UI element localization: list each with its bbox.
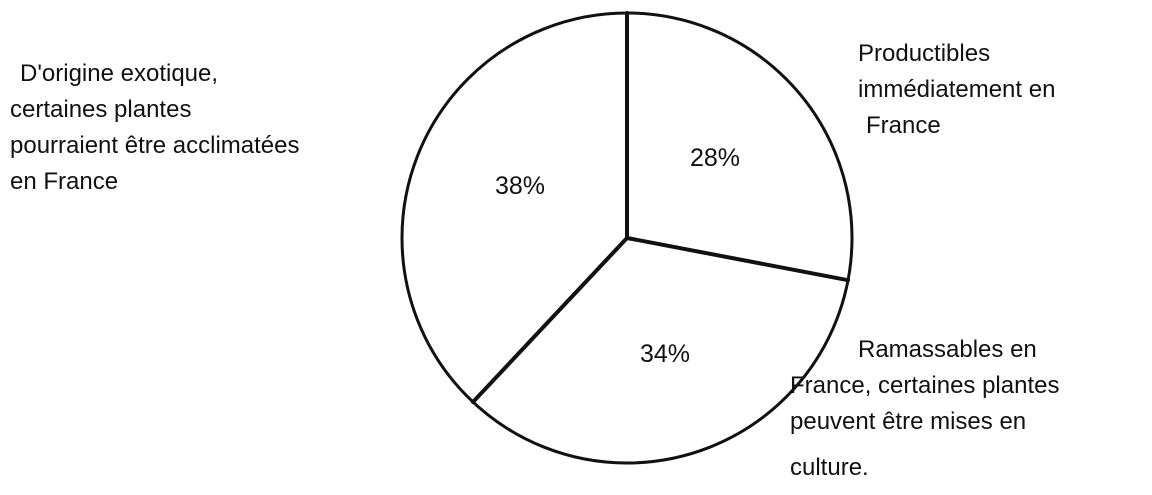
pie-divider-line [470,236,629,405]
category-label-line: D'origine exotique, [20,60,219,87]
slice-value-label-ramassables: 34% [640,340,690,368]
category-label-line: France [866,112,941,139]
pie-slices [402,13,852,463]
pie-divider-line [625,236,851,283]
category-label-ramassables: Ramassables en France, certaines plantes… [790,332,1059,486]
slice-value-label-productibles: 28% [690,144,740,172]
pie-dividers [470,11,851,405]
slice-value-label-exotique: 38% [495,172,545,200]
category-label-line: Ramassables en [858,336,1037,363]
category-label-line: en France [10,168,119,195]
pie-slice-ramassables [472,238,849,463]
category-label-exotique: D'origine exotique, certaines plantes po… [10,56,299,200]
category-label-line: culture. [790,454,869,481]
category-label-productibles: Productibles immédiatement en France [858,36,1055,144]
category-label-line: pourraient être acclimatées [10,132,300,159]
category-label-line: certaines plantes [10,96,192,123]
slice-value-labels: 28% 34% 38% [495,144,740,368]
category-label-line: France, certaines plantes [790,372,1060,399]
category-label-line: peuvent être mises en [790,408,1027,435]
category-label-line: immédiatement en [858,76,1056,103]
category-label-line: Productibles [858,40,991,67]
pie-outline [400,11,854,465]
pie-slice-exotique [402,13,627,403]
pie-slice-productibles [627,13,852,281]
